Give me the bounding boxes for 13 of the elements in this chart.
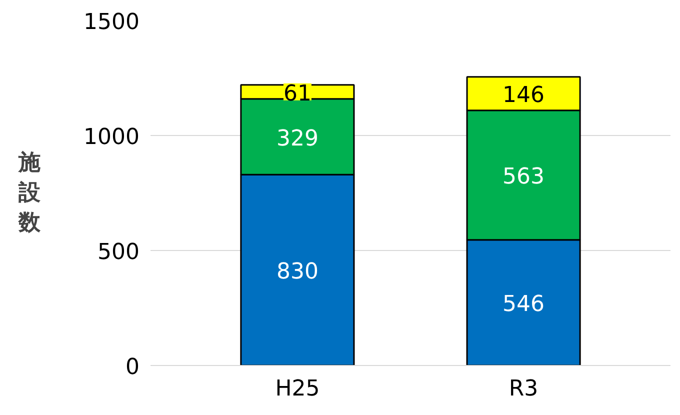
data-label: 830 bbox=[276, 260, 318, 285]
x-tick-label: R3 bbox=[508, 376, 538, 402]
data-label: 61 bbox=[283, 81, 312, 106]
x-tick-label: H25 bbox=[275, 376, 320, 402]
y-tick-label: 0 bbox=[126, 355, 140, 380]
y-tick-label: 500 bbox=[98, 240, 140, 265]
y-axis-title: 施設数 bbox=[18, 150, 42, 236]
y-tick-label: 1000 bbox=[84, 125, 140, 150]
data-label: 546 bbox=[502, 292, 545, 318]
data-label: 146 bbox=[502, 83, 545, 108]
y-tick-label: 1500 bbox=[84, 10, 140, 35]
data-label: 563 bbox=[502, 164, 545, 190]
data-label: 329 bbox=[276, 126, 318, 152]
